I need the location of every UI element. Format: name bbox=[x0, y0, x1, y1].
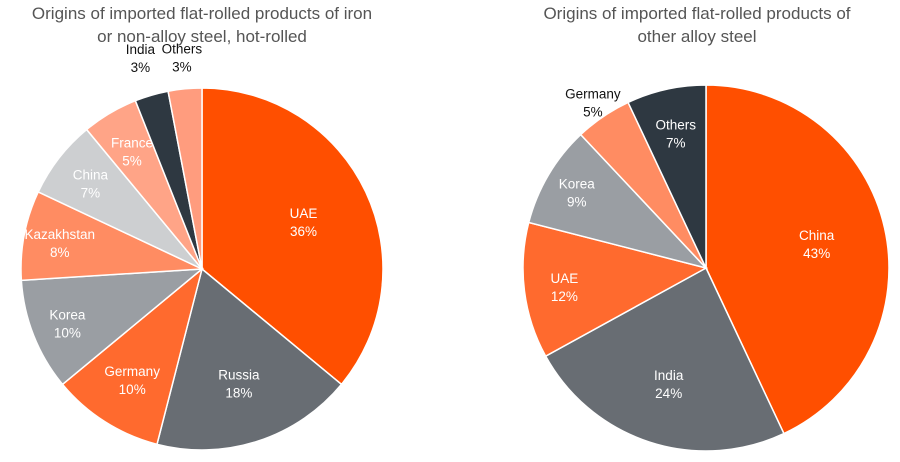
slice-label-others: Others 7% bbox=[655, 117, 696, 150]
slice-name: Kazakhstan bbox=[25, 227, 96, 242]
slice-name: France bbox=[111, 136, 153, 151]
slice-name: India bbox=[126, 42, 156, 57]
slice-name: Korea bbox=[559, 177, 596, 192]
chart-title-line-2: other alloy steel bbox=[637, 27, 756, 46]
pie-slices bbox=[522, 84, 890, 452]
pie-slice-korea bbox=[20, 268, 205, 386]
slice-value: 7% bbox=[666, 135, 686, 150]
slice-name: Others bbox=[655, 117, 696, 132]
chart-title-line-1: Origins of imported flat-rolled products… bbox=[32, 4, 372, 23]
slice-name: Germany bbox=[565, 87, 621, 102]
slice-value: 8% bbox=[50, 245, 70, 260]
slice-name: Others bbox=[162, 41, 203, 56]
pie-chart-non-alloy-hot-rolled: Origins of imported flat-rolled products… bbox=[20, 4, 384, 451]
slice-name: China bbox=[73, 168, 109, 183]
slice-label-kazakhstan: Kazakhstan 8% bbox=[25, 227, 96, 260]
slice-value: 36% bbox=[290, 224, 317, 239]
slice-name: Germany bbox=[104, 364, 160, 379]
slice-name: UAE bbox=[290, 206, 318, 221]
slice-label-uae: UAE 12% bbox=[551, 271, 579, 304]
slice-value: 24% bbox=[655, 386, 682, 401]
pie-slice-uae bbox=[201, 87, 384, 386]
slice-name: UAE bbox=[551, 271, 579, 286]
slice-name: India bbox=[654, 368, 684, 383]
slice-label-korea: Korea 9% bbox=[559, 177, 596, 210]
slice-value: 7% bbox=[81, 186, 101, 201]
slice-value: 3% bbox=[131, 60, 151, 75]
pie-slice-china bbox=[705, 84, 890, 435]
pie-slice-russia bbox=[156, 267, 343, 451]
pie-chart-other-alloy: Origins of imported flat-rolled products… bbox=[522, 4, 890, 452]
slice-value: 43% bbox=[803, 246, 830, 261]
slice-label-india: India 3% bbox=[126, 42, 156, 75]
chart-title-line-1: Origins of imported flat-rolled products… bbox=[543, 4, 850, 23]
chart-title-line-2: or non-alloy steel, hot-rolled bbox=[97, 27, 307, 46]
slice-value: 10% bbox=[119, 382, 146, 397]
pie-slice-others bbox=[167, 87, 203, 270]
slice-label-others: Others 3% bbox=[162, 41, 203, 74]
pie-slice-india bbox=[544, 266, 785, 452]
slice-name: Korea bbox=[49, 307, 86, 322]
pie-labels: UAE 36% Russia 18% Germany 10% Korea 10% Kazakhs… bbox=[25, 41, 318, 400]
pie-labels: China 43% India 24% UAE 12% Korea 9% Germany 5% Ot… bbox=[551, 87, 835, 401]
slice-label-china: China 7% bbox=[73, 168, 109, 201]
slice-label-korea: Korea 10% bbox=[49, 307, 86, 340]
slice-value: 3% bbox=[172, 59, 192, 74]
pie-slice-korea bbox=[527, 133, 709, 270]
pie-slice-kazakhstan bbox=[20, 190, 203, 282]
slice-label-france: France 5% bbox=[111, 136, 153, 169]
slice-label-india: India 24% bbox=[654, 368, 684, 401]
slice-label-china: China 43% bbox=[799, 228, 835, 261]
pie-slice-others bbox=[627, 84, 707, 269]
slice-label-russia: Russia 18% bbox=[218, 368, 260, 401]
slice-name: China bbox=[799, 228, 835, 243]
slice-value: 12% bbox=[551, 289, 578, 304]
pie-slice-germany bbox=[61, 266, 204, 446]
slice-value: 5% bbox=[122, 154, 142, 169]
pie-slice-uae bbox=[522, 221, 709, 358]
slice-value: 10% bbox=[54, 325, 81, 340]
pie-slices bbox=[20, 87, 384, 451]
slice-value: 5% bbox=[583, 105, 603, 120]
slice-value: 18% bbox=[225, 386, 252, 401]
slice-value: 9% bbox=[567, 195, 587, 210]
slice-label-germany: Germany 5% bbox=[565, 87, 621, 120]
slice-label-uae: UAE 36% bbox=[290, 206, 318, 239]
slice-name: Russia bbox=[218, 368, 260, 383]
slice-label-germany: Germany 10% bbox=[104, 364, 160, 397]
